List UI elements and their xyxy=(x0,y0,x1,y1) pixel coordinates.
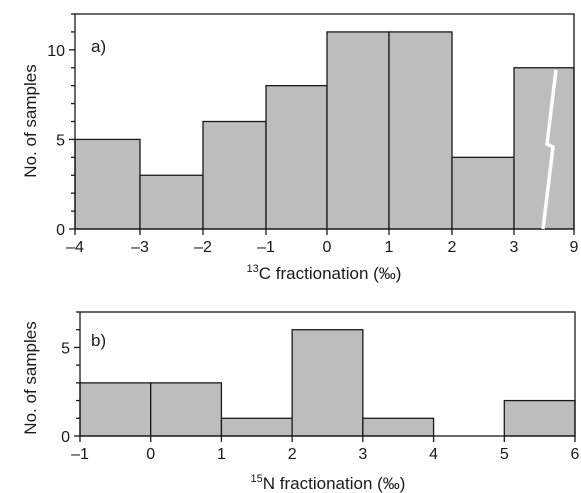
x-tick-label: 1 xyxy=(217,446,226,463)
axis-break-mark xyxy=(541,69,558,230)
x-tick-label: 5 xyxy=(500,446,509,463)
panel-b-x-axis-label-text: N fractionation (‰) xyxy=(263,474,406,493)
panel-b-frame xyxy=(79,311,576,437)
x-tick-label: –1 xyxy=(257,239,275,256)
histogram-bar xyxy=(326,31,390,230)
y-tick-label: 0 xyxy=(61,429,70,446)
y-tick-label: 10 xyxy=(47,43,65,60)
x-tick-label: 9 xyxy=(570,239,579,256)
x-tick-label: –2 xyxy=(194,239,212,256)
y-tick-label: 5 xyxy=(61,340,70,357)
panel-a-ticks: –4 –3 –2 –1 0 1 2 3 9 0 5 10 xyxy=(47,13,579,256)
histogram-bar xyxy=(74,138,141,230)
x-tick-label: 0 xyxy=(323,239,332,256)
y-tick-label: 0 xyxy=(56,222,65,239)
x-tick-label: 2 xyxy=(288,446,297,463)
x-tick-label: –3 xyxy=(131,239,149,256)
histogram-bar xyxy=(79,382,152,437)
panel-b-ticks: –1 0 1 2 3 4 5 605 xyxy=(61,311,580,463)
panel-b-y-axis-label: No. of samples xyxy=(21,321,40,434)
axis-break-line xyxy=(541,69,558,230)
panel-b-x-axis-label-superscript: 15 xyxy=(251,473,263,485)
histogram-bar xyxy=(220,417,293,437)
histogram-bar xyxy=(139,174,204,230)
x-tick-label: 0 xyxy=(146,446,155,463)
histogram-bar xyxy=(265,85,328,230)
panel-a-x-axis-label: 13C fractionation (‰) xyxy=(247,263,402,283)
panel-b-bars xyxy=(79,329,576,437)
panel-a-label: a) xyxy=(91,37,106,56)
x-tick-label: 6 xyxy=(571,446,580,463)
histogram-bar xyxy=(291,329,364,437)
histogram-bar xyxy=(362,417,435,437)
x-tick-label: 3 xyxy=(510,239,519,256)
panel-a-13c-histogram: –4 –3 –2 –1 0 1 2 3 9 0 5 10 a) No. of samples 13C … xyxy=(21,13,579,283)
x-tick-label: 4 xyxy=(429,446,438,463)
panel-a-y-axis-label: No. of samples xyxy=(21,64,40,177)
panel-b-15n-histogram: –1 0 1 2 3 4 5 605 b) No. of samples 15N fracti… xyxy=(21,311,580,493)
panel-a-x-axis-label-superscript: 13 xyxy=(247,263,259,275)
panel-b-x-axis-label: 15N fractionation (‰) xyxy=(251,473,406,493)
histogram-bar xyxy=(451,156,515,230)
histogram-bar xyxy=(202,120,267,230)
panel-a-x-axis-label-text: C fractionation (‰) xyxy=(259,264,402,283)
x-tick-label: –4 xyxy=(66,239,84,256)
panel-a-bars xyxy=(74,31,575,230)
histogram-bar xyxy=(150,382,223,437)
x-tick-label: 2 xyxy=(448,239,457,256)
y-tick-label: 5 xyxy=(56,132,65,149)
histogram-bar xyxy=(513,67,575,230)
x-tick-label: –1 xyxy=(71,446,89,463)
x-tick-label: 1 xyxy=(385,239,394,256)
histogram-bar xyxy=(388,31,453,230)
panel-b-label: b) xyxy=(91,331,106,350)
x-tick-label: 3 xyxy=(358,446,367,463)
histogram-bar xyxy=(503,399,576,437)
